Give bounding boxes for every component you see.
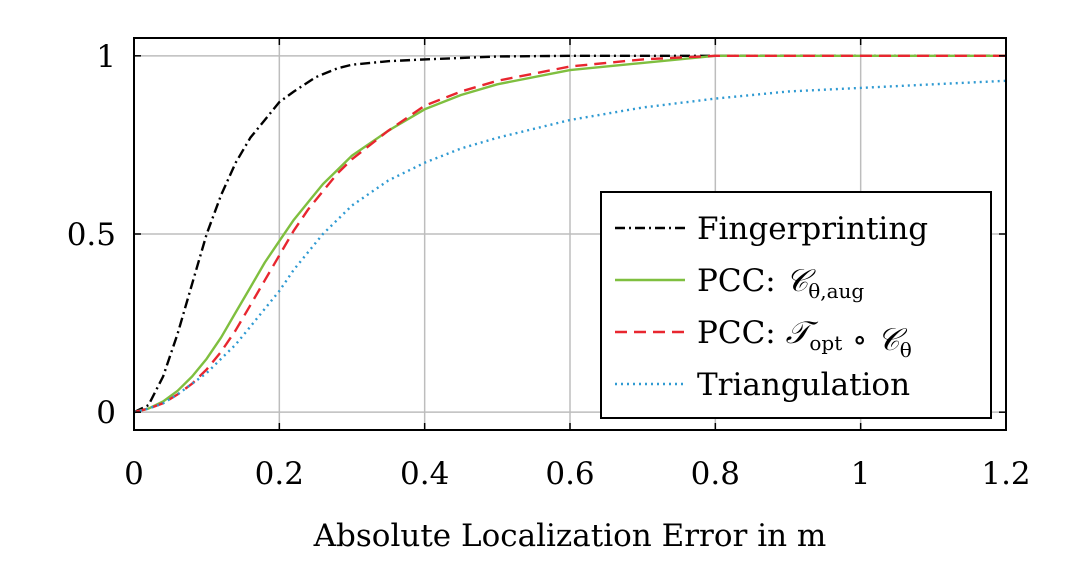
x-tick-label: 0.2 [255,456,304,492]
legend-entry-1: PCC: 𝒞θ,aug [697,263,864,303]
x-tick-label: 1.2 [981,456,1030,492]
legend-box [600,191,992,419]
x-tick-label: 1 [851,456,871,492]
series-lines [133,54,1007,414]
series-line-2 [133,54,1006,414]
x-axis-label: Absolute Localization Error in m [313,518,827,554]
legend-entry-0: Fingerprinting [697,211,928,247]
x-tick-label: 0.8 [691,456,740,492]
x-tick-label: 0.4 [400,456,449,492]
x-tick-label: 0.6 [545,456,594,492]
y-tick-label: 0.5 [67,217,116,253]
series-line-1 [133,54,1006,414]
legend-entry-3: Triangulation [697,367,910,403]
y-tick-label: 1 [96,39,116,75]
y-tick-label: 0 [96,395,116,431]
series-line-3 [133,79,1007,414]
axis-ticks: 0 0.2 0.4 0.6 0.8 1 1.2 0 0.5 1 [67,38,1031,492]
x-tick-label: 0 [124,456,144,492]
